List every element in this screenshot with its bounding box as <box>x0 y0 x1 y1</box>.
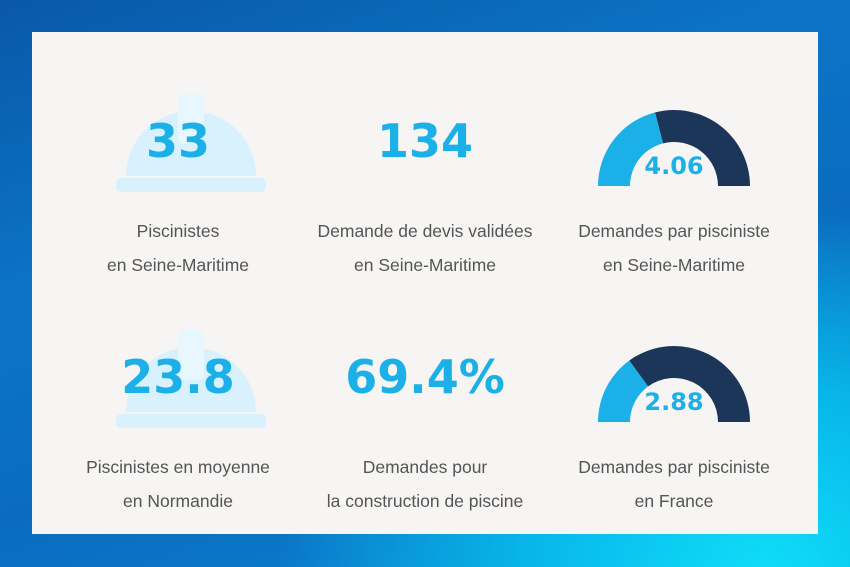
stat-piscinistes-normandie: 23.8 Piscinistes en moyenne en Normandie <box>47 328 309 518</box>
stat-demandes-devis: 134 Demande de devis validées en Seine-M… <box>294 92 556 282</box>
stat-value: 134 <box>376 114 474 168</box>
stat-label-line1: Demandes par pisciniste <box>578 457 770 477</box>
stat-value: 23.8 <box>121 350 235 404</box>
stat-label-line1: Demandes pour <box>362 457 488 477</box>
stat-label-line1: Demandes par pisciniste <box>578 221 770 241</box>
stat-label-line2: en Seine-Maritime <box>603 255 745 275</box>
gauge-value: 2.88 <box>644 388 704 416</box>
helmet-icon <box>116 330 266 428</box>
stat-value: 33 <box>145 114 210 168</box>
stat-label-line2: la construction de piscine <box>326 491 524 511</box>
stat-label-line1: Demande de devis validées <box>317 221 533 241</box>
stat-construction-piscine: 69.4% Demandes pour la construction de p… <box>294 328 556 518</box>
gauge-value: 4.06 <box>644 152 704 180</box>
gauge-chart <box>598 110 750 186</box>
stat-label-line2: en Seine-Maritime <box>354 255 496 275</box>
stat-value: 69.4% <box>345 350 505 404</box>
stats-panel: 33 Piscinistes en Seine-Maritime 134 Dem… <box>32 32 818 534</box>
gauge-fill-segment <box>598 112 664 186</box>
stat-label-line1: Piscinistes <box>136 221 220 241</box>
gauge-chart <box>598 346 750 422</box>
stat-label-line2: en Normandie <box>123 491 233 511</box>
stat-label-line2: en Seine-Maritime <box>107 255 249 275</box>
stat-label-line2: en France <box>634 491 714 511</box>
gauge-fill-segment <box>598 360 649 422</box>
stat-piscinistes-seine-maritime: 33 Piscinistes en Seine-Maritime <box>47 92 309 282</box>
stat-label-line1: Piscinistes en moyenne <box>86 457 270 477</box>
stat-demandes-par-pisciniste-sm: 4.06 Demandes par pisciniste en Seine-Ma… <box>543 92 805 282</box>
stat-demandes-par-pisciniste-france: 2.88 Demandes par pisciniste en France <box>543 328 805 518</box>
gauge-remainder-segment <box>655 110 750 186</box>
helmet-icon <box>116 94 266 192</box>
gauge-remainder-segment <box>629 346 750 422</box>
